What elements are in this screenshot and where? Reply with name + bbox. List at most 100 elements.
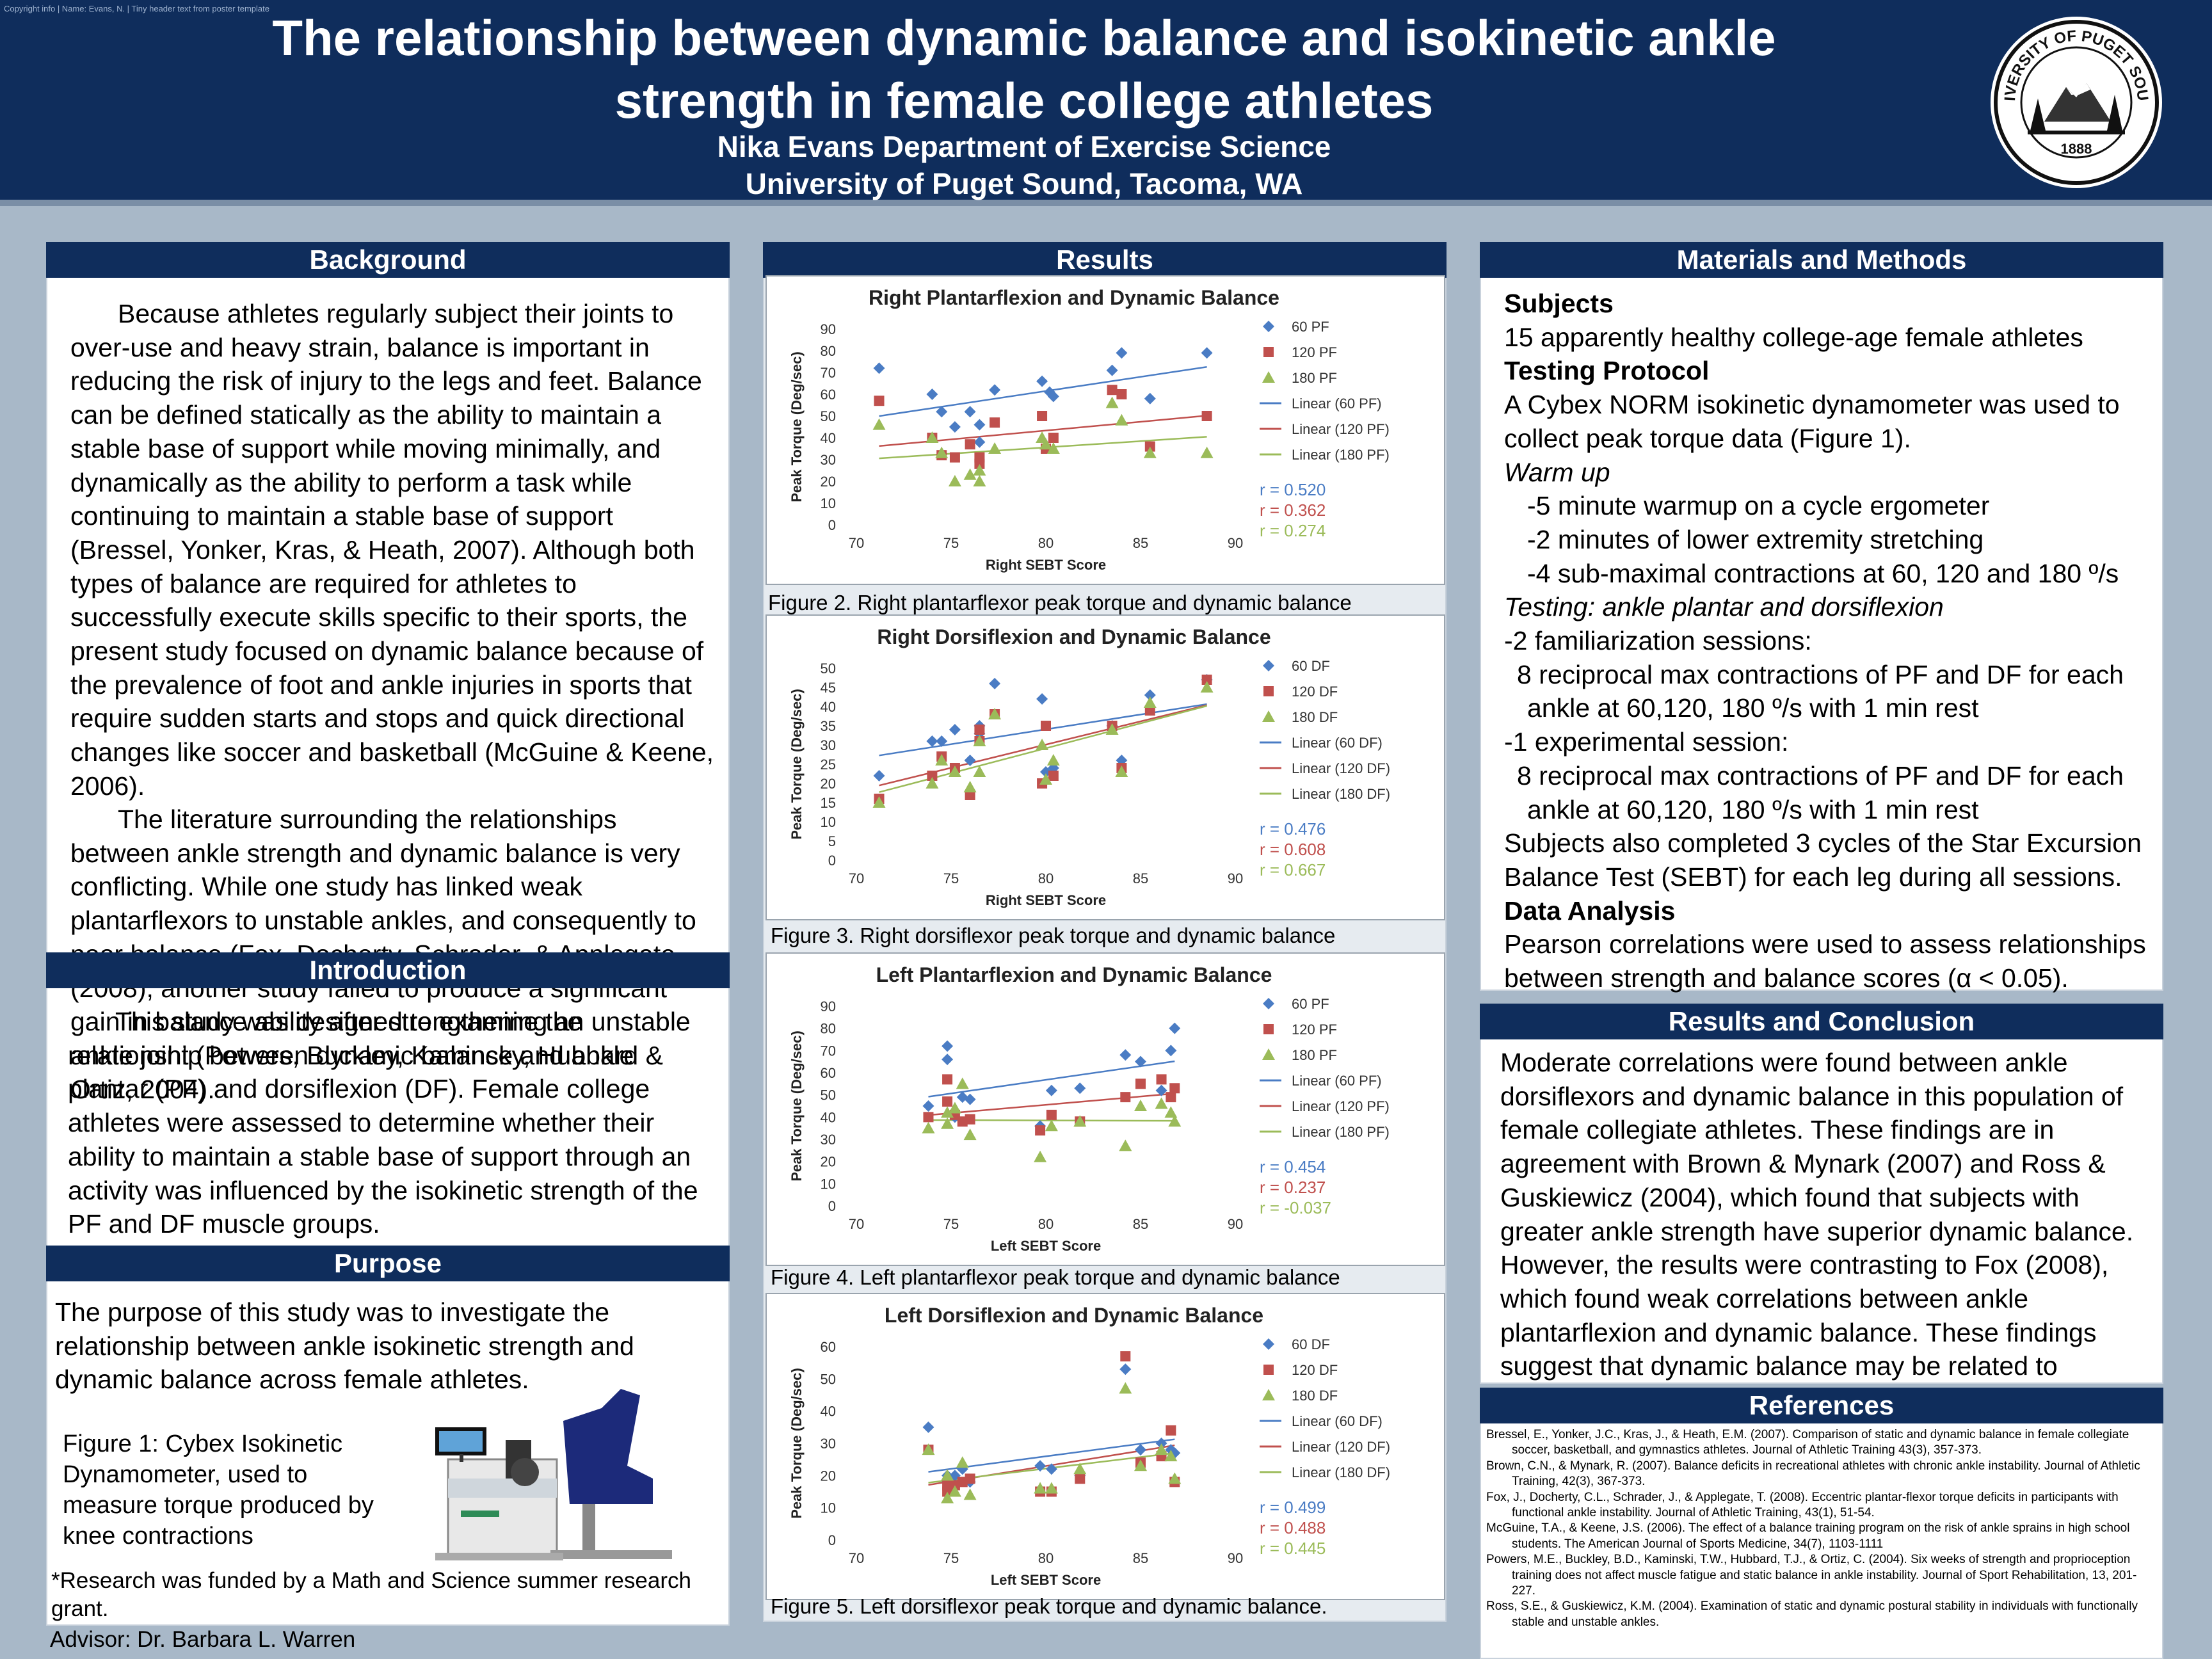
- methods-line: Testing: ankle plantar and dorsiflexion: [1504, 592, 1944, 622]
- data-point-diamond: [974, 419, 986, 431]
- r-value-label: r = 0.667: [1260, 860, 1326, 879]
- trend-line: [928, 1438, 1175, 1473]
- figure-4-caption: Figure 4. Left plantarflexor peak torque…: [771, 1265, 1340, 1289]
- y-tick-label: 10: [821, 1176, 836, 1192]
- series-group: [873, 347, 1213, 448]
- legend-label: Linear (180 DF): [1292, 786, 1390, 802]
- data-point-triangle: [922, 1443, 935, 1455]
- references-list: Bressel, E., Yonker, J.C., Kras, J., & H…: [1486, 1427, 2158, 1630]
- x-tick-label: 80: [1038, 1550, 1054, 1566]
- legend-label: Linear (120 PF): [1292, 1098, 1390, 1114]
- series-group: [922, 1382, 1182, 1503]
- data-point-triangle: [963, 781, 977, 792]
- data-point-diamond: [1263, 321, 1274, 332]
- data-point-diamond: [1169, 1022, 1181, 1034]
- header-tiny-text: Copyright info | Name: Evans, N. | Tiny …: [4, 4, 269, 13]
- advisor-line: Advisor: Dr. Barbara L. Warren: [50, 1627, 356, 1652]
- methods-body: Subjects 15 apparently healthy college-ag…: [1504, 287, 2151, 995]
- data-point-diamond: [936, 406, 948, 418]
- chart-right-plantarflexion-svg: Right Plantarflexion and Dynamic Balance…: [789, 286, 1390, 573]
- x-tick-label: 75: [943, 1216, 959, 1232]
- y-tick-label: 90: [821, 321, 836, 337]
- purpose-text: The purpose of this study was to investi…: [55, 1297, 634, 1395]
- data-point-square: [923, 1112, 934, 1123]
- y-tick-label: 50: [821, 408, 836, 424]
- y-tick-label: 40: [821, 1404, 836, 1420]
- reference-item: Brown, C.N., & Mynark, R. (2007). Balanc…: [1486, 1459, 2140, 1489]
- figure-1-caption: Figure 1: Cybex Isokinetic Dynamometer, …: [63, 1431, 374, 1550]
- poster-title: The relationship between dynamic balance…: [166, 6, 1882, 132]
- data-point-triangle: [935, 754, 949, 765]
- data-point-square: [874, 396, 885, 406]
- data-point-diamond: [989, 384, 1001, 396]
- methods-line: 8 reciprocal max contractions of PF and …: [1517, 659, 2124, 689]
- data-point-diamond: [1135, 1055, 1146, 1068]
- data-point-diamond: [1034, 1460, 1046, 1472]
- reference-item: Fox, J., Docherty, C.L., Schrader, J., &…: [1486, 1490, 2119, 1520]
- data-point-triangle: [1105, 396, 1119, 408]
- title-line-1: The relationship between dynamic balance…: [272, 10, 1776, 66]
- data-point-diamond: [1036, 375, 1048, 387]
- y-tick-label: 40: [821, 1109, 836, 1125]
- methods-heading: Materials and Methods: [1480, 242, 2163, 278]
- data-point-diamond: [1119, 1049, 1132, 1061]
- data-point-diamond: [922, 1100, 934, 1112]
- figure-2-caption: Figure 2. Right plantarflexor peak torqu…: [768, 591, 1352, 614]
- methods-line: ankle at 60,120, 180 º/s with 1 min rest: [1527, 693, 1979, 723]
- y-tick-label: 50: [821, 1371, 836, 1387]
- y-tick-label: 0: [828, 1532, 836, 1548]
- x-axis-label: Left SEBT Score: [991, 1238, 1101, 1254]
- x-axis-label: Right SEBT Score: [986, 557, 1106, 573]
- data-point-square: [949, 452, 960, 463]
- methods-line: Warm up: [1504, 457, 1610, 487]
- methods-line: Testing Protocol: [1504, 356, 1710, 386]
- methods-line: Subjects: [1504, 289, 1614, 318]
- legend-label: Linear (60 DF): [1292, 1413, 1382, 1429]
- methods-line: 15 apparently healthy college-age female…: [1504, 322, 2083, 352]
- data-point-triangle: [973, 464, 986, 476]
- author-line: Nika Evans Department of Exercise Scienc…: [717, 130, 1331, 163]
- trend-line: [879, 365, 1207, 417]
- data-point-diamond: [1169, 1447, 1181, 1459]
- data-point-triangle: [926, 777, 939, 789]
- data-point-triangle: [963, 1488, 977, 1500]
- x-tick-label: 75: [943, 1550, 959, 1566]
- data-point-diamond: [949, 724, 961, 735]
- data-point-triangle: [1034, 1482, 1047, 1494]
- y-tick-label: 50: [821, 661, 836, 677]
- data-point-diamond: [1045, 1084, 1057, 1096]
- data-point-triangle: [1143, 696, 1157, 708]
- data-point-diamond: [964, 406, 976, 418]
- x-tick-label: 85: [1133, 535, 1148, 551]
- series-group: [923, 1074, 1180, 1136]
- data-point-diamond: [1119, 1363, 1132, 1375]
- data-point-diamond: [1263, 998, 1274, 1009]
- data-point-triangle: [1119, 1139, 1132, 1151]
- data-point-square: [1120, 1092, 1131, 1103]
- legend-label: 60 DF: [1292, 1336, 1330, 1352]
- methods-line: A Cybex NORM isokinetic dynamometer was …: [1504, 390, 2120, 453]
- legend-label: Linear (60 DF): [1292, 735, 1382, 751]
- y-tick-label: 70: [821, 365, 836, 381]
- data-point-triangle: [872, 418, 886, 430]
- legend-label: Linear (180 PF): [1292, 1124, 1390, 1140]
- y-axis-label: Peak Torque (Deg/sec): [789, 689, 805, 840]
- methods-line: Subjects also completed 3 cycles of the …: [1504, 828, 2142, 892]
- data-point-diamond: [873, 770, 885, 781]
- x-tick-label: 70: [849, 870, 864, 886]
- data-point-triangle: [973, 475, 986, 486]
- data-point-square: [1046, 1109, 1057, 1120]
- methods-line: -1 experimental session:: [1504, 727, 1789, 757]
- x-tick-label: 85: [1133, 1216, 1148, 1232]
- x-tick-label: 70: [849, 535, 864, 551]
- data-point-triangle: [973, 765, 986, 777]
- reference-item: Ross, S.E., & Guskiewicz, K.M. (2004). E…: [1486, 1599, 2138, 1629]
- y-tick-label: 30: [821, 737, 836, 753]
- figure-3-caption: Figure 3. Right dorsiflexor peak torque …: [771, 924, 1336, 947]
- x-tick-label: 90: [1228, 1550, 1243, 1566]
- methods-line: -2 minutes of lower extremity stretching: [1527, 524, 1984, 554]
- y-tick-label: 80: [821, 1021, 836, 1037]
- chart-left-dorsiflexion-svg: Left Dorsiflexion and Dynamic Balance 0 10…: [789, 1304, 1390, 1588]
- funding-note: *Research was funded by a Math and Scien…: [51, 1568, 691, 1621]
- y-axis-label: Peak Torque (Deg/sec): [789, 1368, 805, 1519]
